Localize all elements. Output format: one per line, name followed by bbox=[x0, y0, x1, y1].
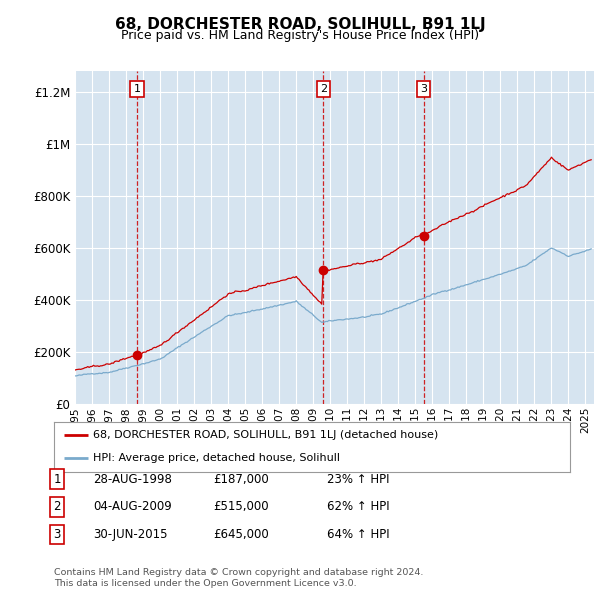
Text: £515,000: £515,000 bbox=[213, 500, 269, 513]
Text: £645,000: £645,000 bbox=[213, 528, 269, 541]
Text: 23% ↑ HPI: 23% ↑ HPI bbox=[327, 473, 389, 486]
Text: 3: 3 bbox=[421, 84, 427, 94]
Text: 04-AUG-2009: 04-AUG-2009 bbox=[93, 500, 172, 513]
Text: Contains HM Land Registry data © Crown copyright and database right 2024.: Contains HM Land Registry data © Crown c… bbox=[54, 568, 424, 577]
Text: 2: 2 bbox=[53, 500, 61, 513]
Text: 64% ↑ HPI: 64% ↑ HPI bbox=[327, 528, 389, 541]
Text: This data is licensed under the Open Government Licence v3.0.: This data is licensed under the Open Gov… bbox=[54, 579, 356, 588]
Text: £187,000: £187,000 bbox=[213, 473, 269, 486]
Text: 1: 1 bbox=[53, 473, 61, 486]
Text: 62% ↑ HPI: 62% ↑ HPI bbox=[327, 500, 389, 513]
Text: 2: 2 bbox=[320, 84, 327, 94]
Text: Price paid vs. HM Land Registry's House Price Index (HPI): Price paid vs. HM Land Registry's House … bbox=[121, 30, 479, 42]
Text: 68, DORCHESTER ROAD, SOLIHULL, B91 1LJ (detached house): 68, DORCHESTER ROAD, SOLIHULL, B91 1LJ (… bbox=[92, 430, 438, 440]
Text: 68, DORCHESTER ROAD, SOLIHULL, B91 1LJ: 68, DORCHESTER ROAD, SOLIHULL, B91 1LJ bbox=[115, 17, 485, 31]
Text: 30-JUN-2015: 30-JUN-2015 bbox=[93, 528, 167, 541]
Text: 1: 1 bbox=[134, 84, 140, 94]
Text: 28-AUG-1998: 28-AUG-1998 bbox=[93, 473, 172, 486]
Text: 3: 3 bbox=[53, 528, 61, 541]
Text: HPI: Average price, detached house, Solihull: HPI: Average price, detached house, Soli… bbox=[92, 454, 340, 464]
